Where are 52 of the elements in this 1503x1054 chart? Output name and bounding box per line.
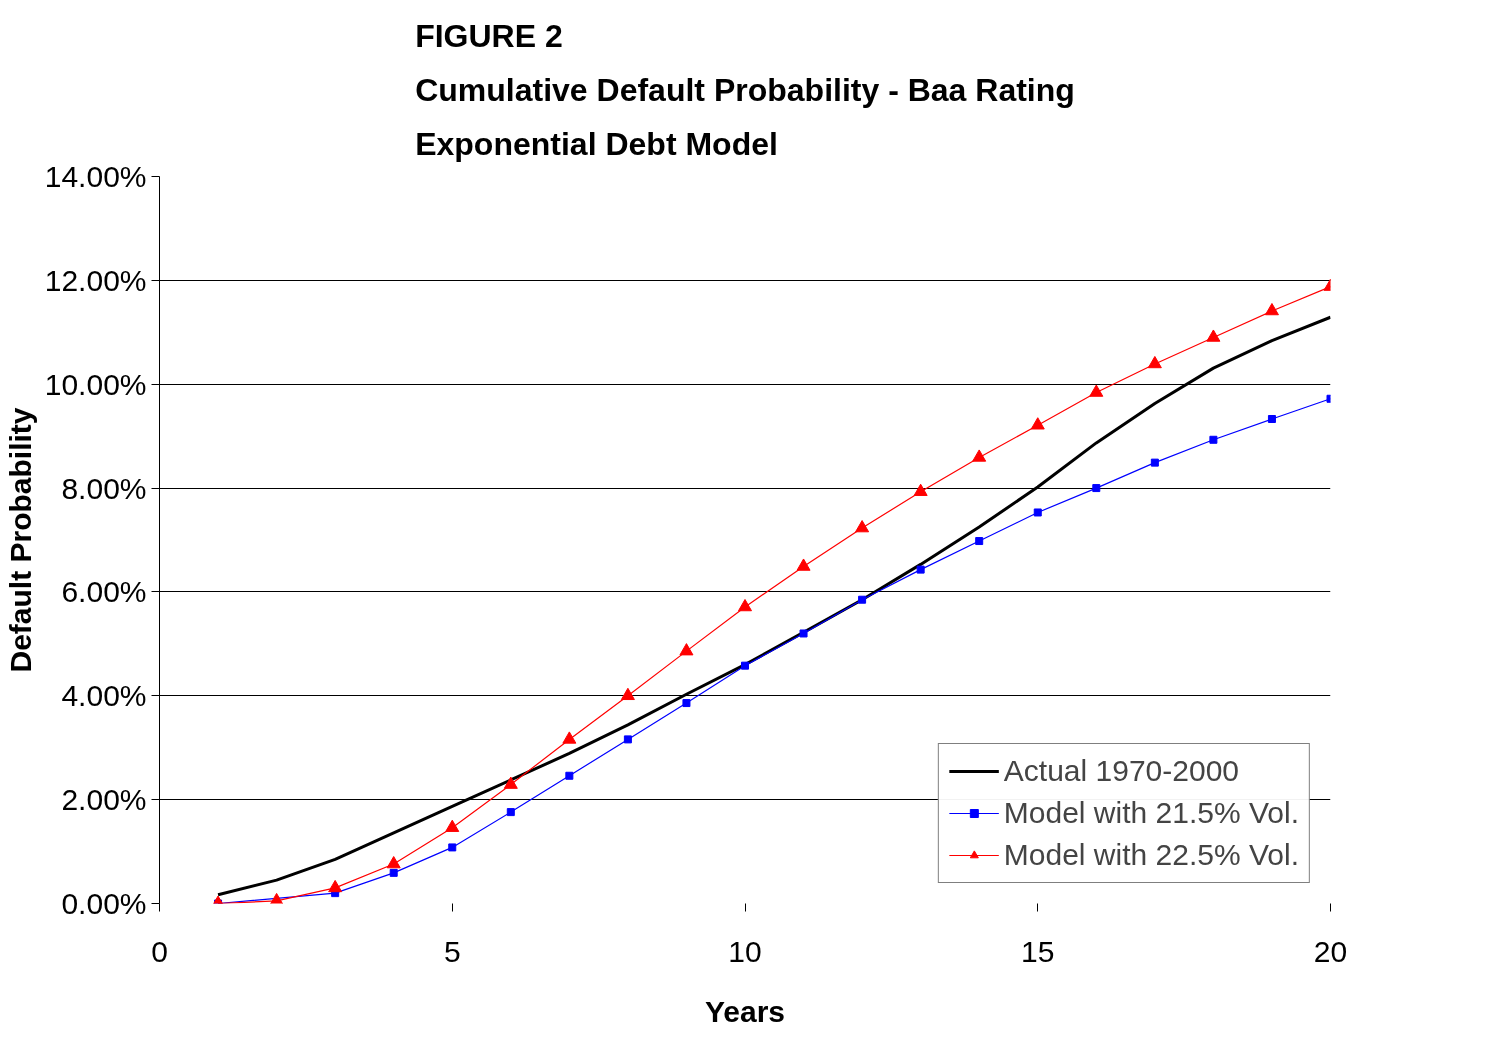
point	[975, 537, 984, 546]
point	[389, 868, 398, 877]
point	[1267, 415, 1276, 424]
x-axis-title: Years	[704, 994, 786, 1028]
point	[1092, 484, 1101, 493]
y-axis-title: Default Probability	[3, 407, 37, 673]
y-tick-label: 12.00%	[44, 263, 147, 297]
x-tick-label: 0	[151, 934, 168, 968]
point	[858, 595, 867, 604]
point	[328, 879, 343, 893]
y-tick-label: 4.00%	[61, 679, 147, 713]
point	[1033, 508, 1042, 517]
point	[679, 643, 694, 656]
point	[799, 629, 808, 638]
y-tick-label: 10.00%	[44, 367, 147, 401]
point	[916, 565, 925, 574]
point	[1147, 355, 1162, 369]
point	[1209, 435, 1218, 444]
point	[1264, 302, 1279, 316]
point	[506, 808, 515, 817]
chart-title: FIGURE 2 Cumulative Default Probability - Baa Rating Exponential Debt Model	[415, 17, 1075, 162]
point	[565, 771, 574, 780]
point	[620, 687, 635, 701]
y-tick-label: 8.00%	[61, 471, 147, 505]
y-tick-label: 14.00%	[44, 160, 147, 193]
legend-label: Actual 1970-2000	[1003, 754, 1240, 788]
point	[913, 483, 928, 496]
point	[445, 819, 460, 832]
point	[1206, 329, 1221, 342]
point	[796, 558, 811, 571]
point	[448, 843, 457, 852]
point	[682, 699, 691, 708]
point	[855, 520, 870, 533]
point	[972, 449, 987, 462]
y-tick-label: 0.00%	[61, 887, 147, 920]
y-tick-label: 6.00%	[61, 575, 147, 609]
x-tick-label: 5	[443, 934, 461, 968]
point	[1089, 384, 1104, 397]
x-tick-label: 10	[728, 934, 762, 968]
point	[738, 598, 752, 612]
point	[623, 735, 632, 744]
point	[562, 731, 577, 744]
point	[741, 661, 749, 670]
legend-label: Model with 22.5% Vol.	[1003, 838, 1299, 872]
point	[503, 776, 518, 789]
x-tick-label: 20	[1313, 934, 1348, 968]
point	[1030, 417, 1045, 430]
y-tick-label: 2.00%	[61, 783, 147, 817]
x-tick-label: 15	[1021, 934, 1055, 968]
point	[1150, 458, 1159, 467]
legend-label: Model with 21.5% Vol.	[1003, 796, 1299, 830]
point	[386, 856, 401, 869]
